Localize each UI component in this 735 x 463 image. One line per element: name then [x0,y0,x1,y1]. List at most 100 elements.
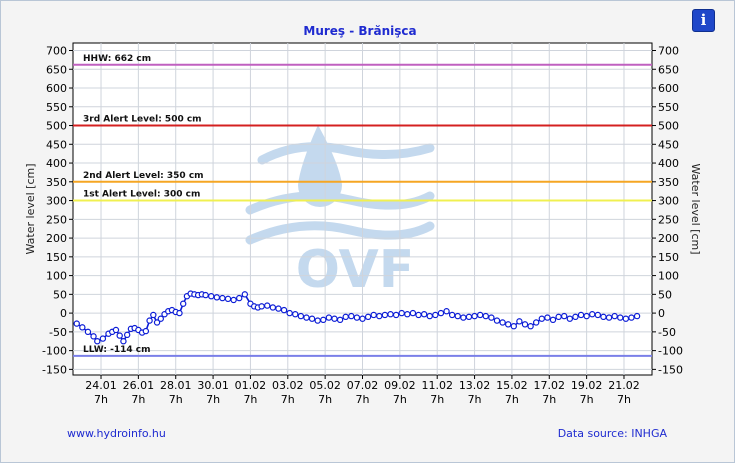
y-tick-label-right: 0 [658,307,665,320]
watermark-wave [257,142,435,165]
y-axis-label-right: Water level [cm] [689,163,702,254]
y-tick-label-right: 500 [658,120,679,133]
data-point [116,332,123,339]
data-point [409,309,417,317]
data-point [415,311,422,319]
data-point [420,311,428,318]
x-tick-label-date: 03.02 [272,379,304,392]
data-point [297,312,305,320]
data-point [336,316,344,324]
data-point [605,314,613,321]
x-tick-label-date: 07.02 [347,379,379,392]
data-point [153,319,161,326]
y-tick-label-left: 450 [46,138,67,151]
y-tick-label-left: 250 [46,213,67,226]
data-point [176,309,183,317]
data-point [600,313,607,321]
y-tick-label-left: 700 [46,45,67,58]
y-tick-label-right: 50 [658,288,672,301]
y-tick-label-right: -50 [658,326,676,339]
y-tick-label-left: -150 [42,363,67,376]
data-point [510,323,517,330]
x-tick-label-hour: 7h [393,393,407,406]
y-tick-label-right: 700 [658,45,679,58]
y-axis-right: -150 -100 -50 0 50 100 150 200 250 300 350 400 450 50… [652,45,683,376]
y-tick-label-right: -150 [658,363,683,376]
watermark-drop [298,125,342,207]
y-tick-label-left: -100 [42,345,67,358]
y-tick-label-right: -100 [658,345,683,358]
data-point [387,311,394,318]
data-point [303,314,310,321]
data-point [448,311,456,319]
data-point [280,306,288,314]
data-point [504,321,512,328]
data-point [521,321,529,328]
x-tick-label-date: 26.01 [123,379,155,392]
x-tick-label-hour: 7h [131,393,145,406]
y-tick-label-left: 0 [60,307,67,320]
data-point [370,311,377,319]
y-tick-label-right: 650 [658,63,679,76]
data-point [79,324,86,331]
data-point [99,335,107,342]
y-tick-label-left: 50 [53,288,67,301]
y-tick-label-left: 500 [46,120,67,133]
x-tick-label-hour: 7h [430,393,444,406]
data-point [264,302,271,309]
x-tick-label-date: 11.02 [421,379,453,392]
x-tick-label-hour: 7h [94,393,108,406]
x-tick-label-date: 17.02 [534,379,566,392]
x-tick-label-date: 09.02 [384,379,416,392]
data-point [488,314,495,321]
y-tick-label-left: 550 [46,101,67,114]
data-point [572,313,579,321]
data-point [566,315,574,322]
data-point [465,313,473,321]
threshold-label: 2nd Alert Level: 350 cm [83,171,204,181]
data-point [617,314,624,321]
data-point [331,315,338,322]
data-point [376,312,383,320]
y-tick-label-left: 200 [46,232,67,245]
threshold-levels: HHW: 662 cm 3rd Alert Level: 500 cm 2nd Al… [73,54,652,357]
data-point [236,294,243,302]
data-point [516,318,523,325]
x-tick-label-date: 30.01 [197,379,229,392]
data-point [157,315,164,322]
data-point [208,293,215,300]
data-point [348,312,355,320]
data-point [555,313,562,321]
y-tick-label-left: 350 [46,176,67,189]
data-point [179,300,187,307]
y-tick-label-left: 300 [46,195,67,208]
data-point [120,338,127,345]
y-tick-label-right: 150 [658,251,679,264]
data-point [561,312,568,320]
data-point [112,326,120,334]
data-point [426,312,433,320]
water-level-series [73,290,641,345]
website-link[interactable]: www.hydroinfo.hu [67,427,166,440]
data-point [142,327,150,335]
data-point [533,319,540,326]
data-point [392,311,400,319]
y-tick-label-left: 650 [46,63,67,76]
data-point [275,305,282,312]
data-point [308,315,316,322]
y-tick-label-right: 200 [658,232,679,245]
y-tick-label-right: 550 [658,101,679,114]
x-tick-label-hour: 7h [468,393,482,406]
chart-title: Mureş - Brănişca [303,24,416,38]
data-point [437,309,445,317]
data-point [325,314,333,321]
data-point [499,319,506,326]
info-icon[interactable]: i [692,9,715,32]
x-tick-label-hour: 7h [169,393,183,406]
data-point [219,294,226,302]
data-point [527,323,534,330]
x-tick-label-date: 28.01 [160,379,192,392]
watermark-text: OVF [296,240,415,300]
data-point [460,314,467,321]
